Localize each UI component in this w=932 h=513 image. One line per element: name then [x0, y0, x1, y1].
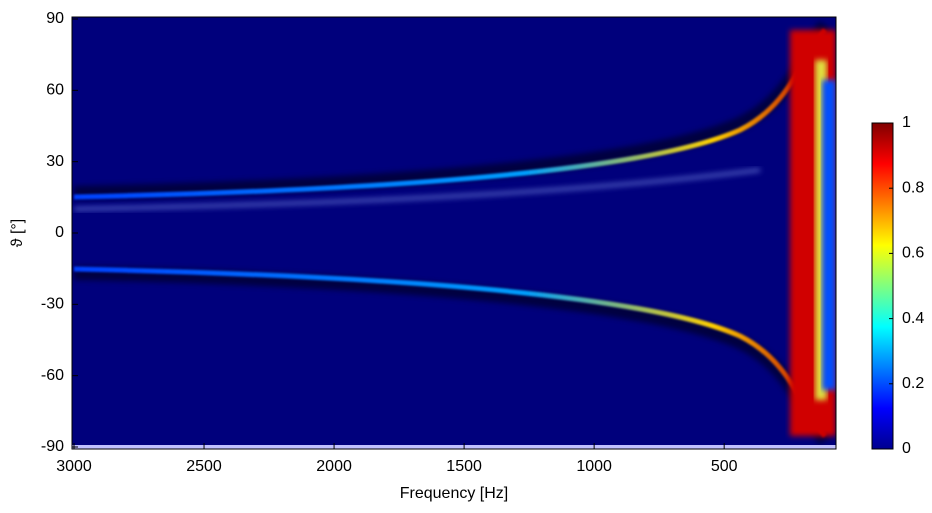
y-tick-label: -90	[41, 438, 64, 455]
y-tick-label: 90	[46, 10, 64, 27]
x-tick-label: 500	[711, 458, 738, 475]
y-tick-label: 0	[55, 224, 64, 241]
y-tick-label: 30	[46, 153, 64, 170]
y-axis-label: ϑ [°]	[9, 219, 26, 247]
x-tick-label: 2000	[316, 458, 352, 475]
heatmap-field	[72, 17, 836, 449]
colorbar-tick-label: 0	[902, 440, 911, 457]
colorbar-tick-label: 1	[902, 114, 911, 131]
y-tick-label: 60	[46, 82, 64, 99]
colorbar-tick-label: 0.2	[902, 375, 924, 392]
x-axis-label: Frequency [Hz]	[400, 485, 508, 502]
colorbar-tick-label: 0.8	[902, 179, 924, 196]
colorbar-tick-label: 0.6	[902, 245, 924, 262]
y-tick-label: -30	[41, 296, 64, 313]
colorbar-tick-label: 0.4	[902, 310, 924, 327]
x-tick-label: 2500	[186, 458, 222, 475]
x-tick-label: 1000	[576, 458, 612, 475]
x-tick-label: 1500	[446, 458, 482, 475]
x-tick-label: 3000	[56, 458, 92, 475]
colorbar	[871, 122, 894, 450]
y-tick-label: -60	[41, 367, 64, 384]
